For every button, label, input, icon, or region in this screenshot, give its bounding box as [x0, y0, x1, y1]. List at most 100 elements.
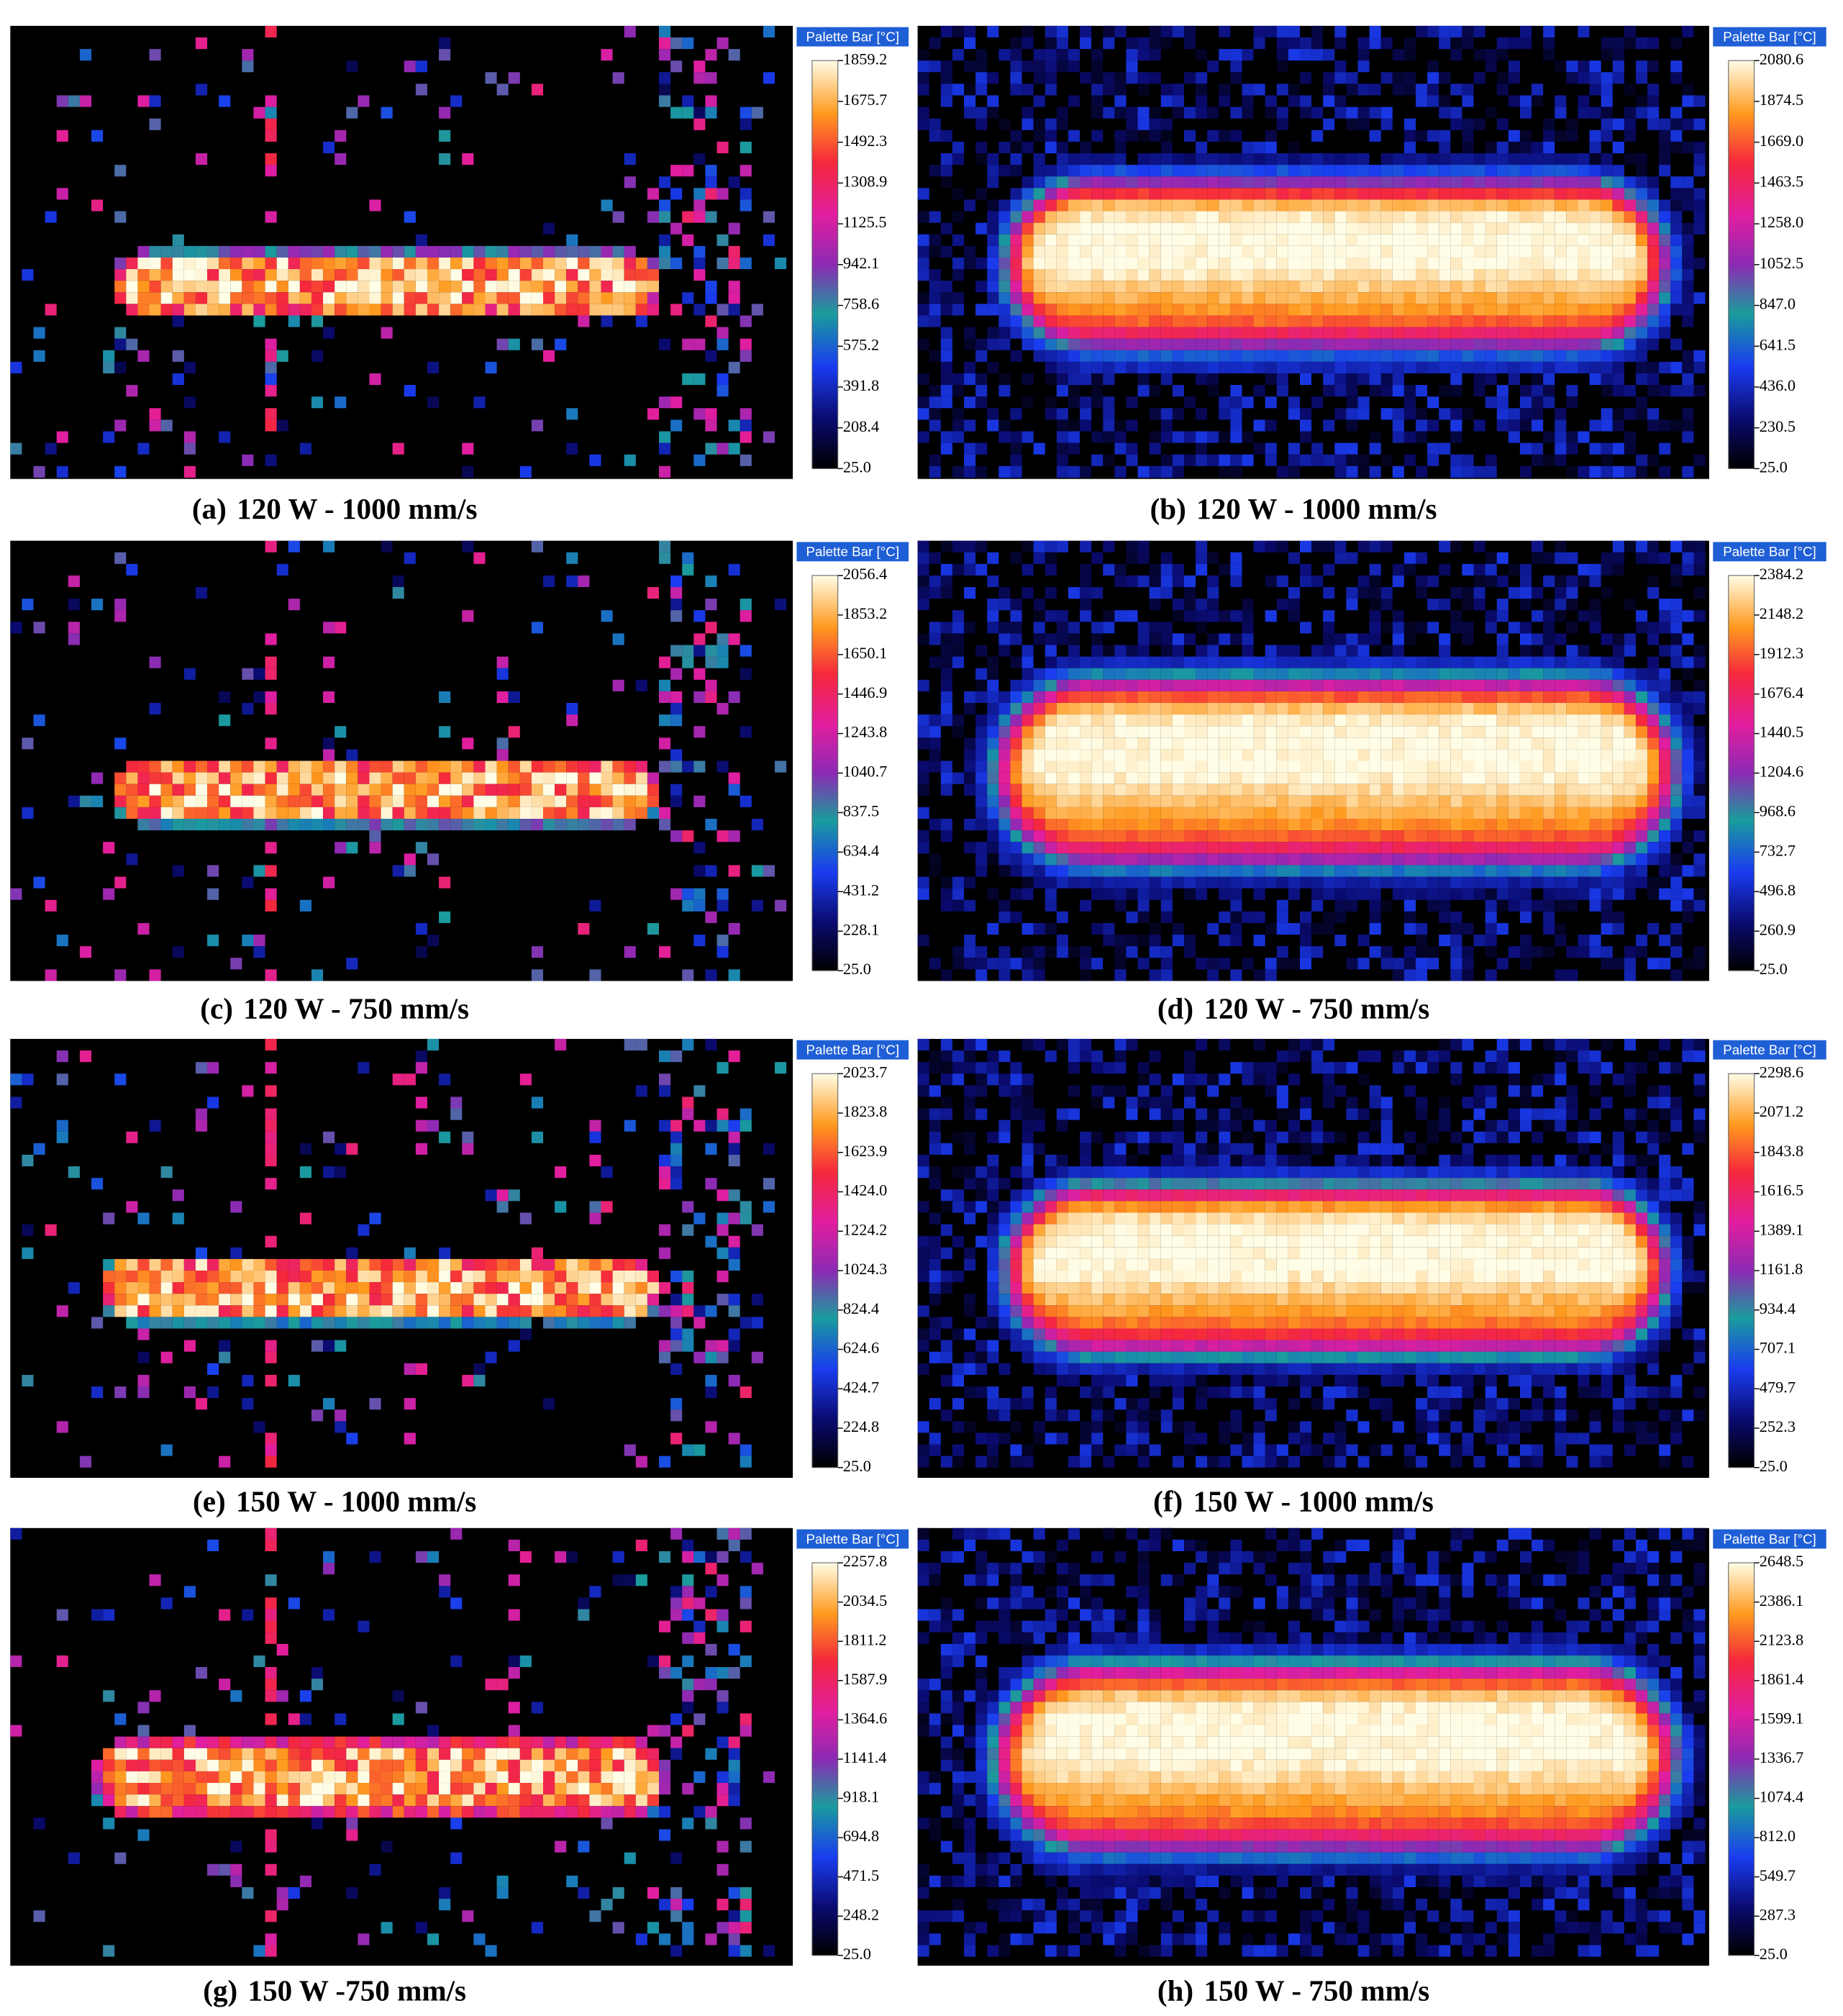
thermal-pixel — [659, 211, 671, 223]
thermal-pixel — [975, 645, 988, 657]
thermal-pixel — [1080, 714, 1092, 727]
thermal-pixel — [1172, 431, 1184, 443]
thermal-pixel — [1473, 188, 1485, 200]
thermal-pixel — [1670, 633, 1683, 645]
thermal-pixel — [415, 257, 427, 270]
thermal-pixel — [1219, 691, 1231, 703]
thermal-pixel — [1589, 72, 1601, 84]
thermal-pixel — [369, 257, 381, 270]
thermal-pixel — [952, 153, 965, 165]
thermal-pixel — [1346, 408, 1358, 420]
thermal-pixel — [1555, 431, 1567, 443]
thermal-pixel — [1566, 656, 1578, 668]
thermal-pixel — [1091, 760, 1103, 773]
thermal-pixel — [659, 176, 671, 189]
thermal-pixel — [1532, 552, 1544, 564]
thermal-pixel — [1670, 281, 1683, 293]
thermal-pixel — [1578, 865, 1590, 877]
thermal-pixel — [1311, 338, 1324, 350]
thermal-pixel — [1485, 899, 1497, 912]
thermal-pixel — [1462, 292, 1474, 304]
thermal-pixel — [1183, 361, 1196, 373]
thermal-pixel — [1612, 749, 1624, 761]
thermal-pixel — [1172, 935, 1184, 947]
thermal-pixel — [311, 257, 324, 270]
palette-tick-label: 1052.5 — [1760, 254, 1804, 272]
thermal-pixel — [1299, 679, 1312, 691]
thermal-pixel — [1519, 795, 1532, 807]
thermal-pixel — [1056, 679, 1068, 691]
thermal-pixel — [670, 610, 683, 622]
thermal-pixel — [1323, 691, 1335, 703]
thermal-pixel — [1091, 327, 1103, 339]
thermal-pixel — [1334, 552, 1347, 564]
thermal-pixel — [1485, 269, 1497, 281]
thermal-pixel — [519, 281, 532, 293]
thermal-pixel — [940, 292, 952, 304]
thermal-pixel — [1114, 327, 1127, 339]
thermal-pixel — [1010, 292, 1022, 304]
thermal-pixel — [693, 760, 706, 773]
thermal-pixel — [1334, 292, 1347, 304]
thermal-pixel — [1416, 245, 1428, 258]
thermal-pixel — [358, 772, 370, 784]
thermal-pixel — [450, 772, 463, 784]
thermal-pixel — [1485, 165, 1497, 177]
thermal-pixel — [137, 269, 150, 281]
thermal-pixel — [1126, 807, 1138, 819]
thermal-pixel — [987, 807, 999, 819]
thermal-pixel — [1183, 222, 1196, 235]
thermal-pixel — [496, 338, 509, 350]
thermal-pixel — [1230, 338, 1242, 350]
thermal-pixel — [543, 575, 555, 587]
thermal-pixel — [1091, 645, 1103, 657]
thermal-pixel — [1496, 211, 1508, 223]
thermal-pixel — [1323, 234, 1335, 246]
thermal-pixel — [1485, 60, 1497, 73]
thermal-pixel — [682, 830, 694, 843]
thermal-pixel — [1288, 888, 1300, 900]
thermal-pixel — [172, 865, 184, 877]
thermal-pixel — [1357, 373, 1370, 386]
thermal-pixel — [1624, 106, 1636, 119]
thermal-pixel — [1682, 807, 1694, 819]
thermal-pixel — [1033, 118, 1045, 130]
thermal-pixel — [265, 257, 277, 270]
thermal-pixel — [1403, 234, 1416, 246]
thermal-pixel — [1149, 118, 1161, 130]
thermal-pixel — [114, 1294, 127, 1306]
thermal-pixel — [728, 691, 740, 703]
thermal-pixel — [1519, 737, 1532, 750]
thermal-pixel — [1080, 234, 1092, 246]
thermal-pixel — [1578, 760, 1590, 773]
thermal-pixel — [952, 292, 965, 304]
thermal-pixel — [1068, 819, 1080, 831]
thermal-pixel — [975, 737, 988, 750]
thermal-pixel — [126, 807, 138, 819]
thermal-pixel — [1021, 819, 1034, 831]
thermal-pixel — [1473, 350, 1485, 362]
thermal-pixel — [1543, 772, 1555, 784]
thermal-pixel — [1183, 865, 1196, 877]
thermal-pixel — [635, 795, 647, 807]
thermal-pixel — [1369, 304, 1381, 316]
thermal-pixel — [1416, 853, 1428, 866]
thermal-pixel — [381, 304, 393, 316]
thermal-pixel — [1380, 622, 1393, 634]
thermal-pixel — [1265, 784, 1277, 796]
thermal-pixel — [1473, 245, 1485, 258]
thermal-pixel — [705, 211, 717, 223]
thermal-pixel — [1555, 969, 1567, 981]
thermal-pixel — [1416, 25, 1428, 38]
thermal-pixel — [1230, 176, 1242, 189]
thermal-pixel — [1403, 795, 1416, 807]
thermal-pixel — [450, 807, 463, 819]
thermal-pixel — [1369, 385, 1381, 397]
thermal-pixel — [987, 668, 999, 680]
thermal-pixel — [1635, 946, 1648, 958]
thermal-pixel — [1334, 795, 1347, 807]
thermal-pixel — [531, 83, 544, 96]
thermal-pixel — [1265, 350, 1277, 362]
thermal-pixel — [1670, 338, 1683, 350]
thermal-pixel — [276, 281, 288, 293]
